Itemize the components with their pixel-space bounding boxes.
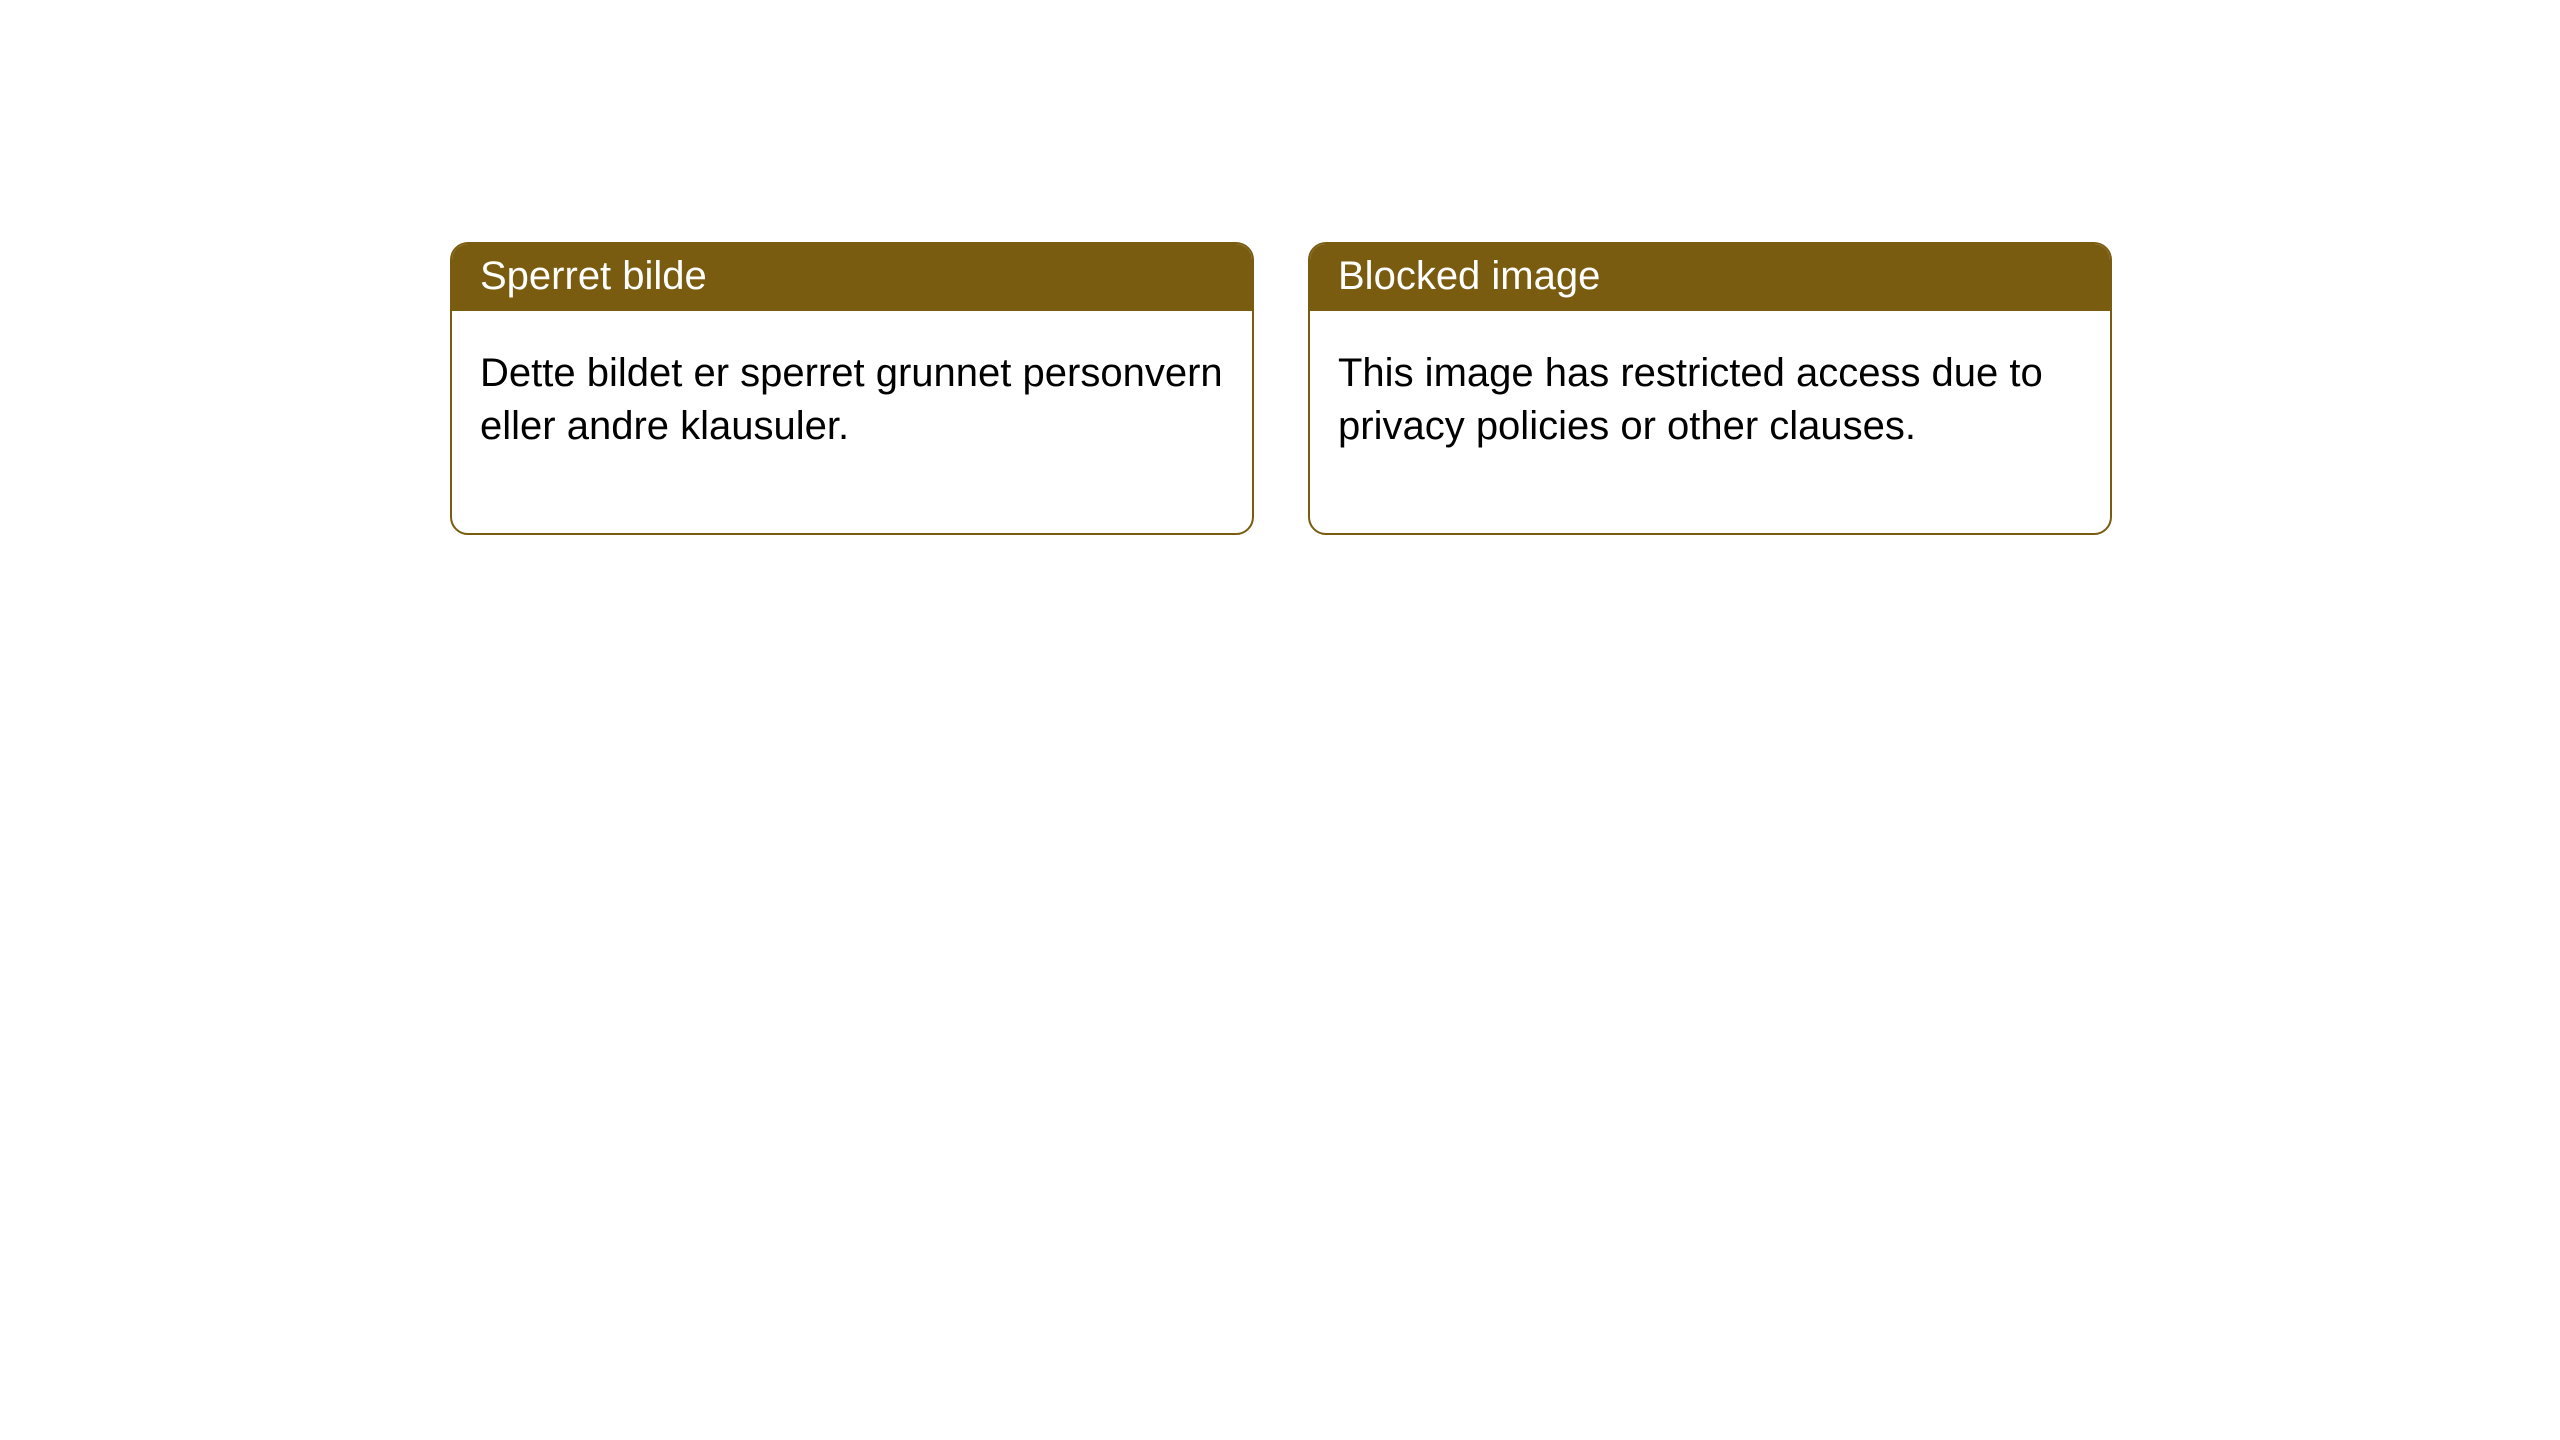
notice-card-norwegian: Sperret bilde Dette bildet er sperret gr… [450,242,1254,535]
card-body-text: This image has restricted access due to … [1310,311,2110,533]
card-body-text: Dette bildet er sperret grunnet personve… [452,311,1252,533]
card-title: Blocked image [1310,244,2110,311]
card-title: Sperret bilde [452,244,1252,311]
notice-container: Sperret bilde Dette bildet er sperret gr… [450,242,2112,535]
notice-card-english: Blocked image This image has restricted … [1308,242,2112,535]
